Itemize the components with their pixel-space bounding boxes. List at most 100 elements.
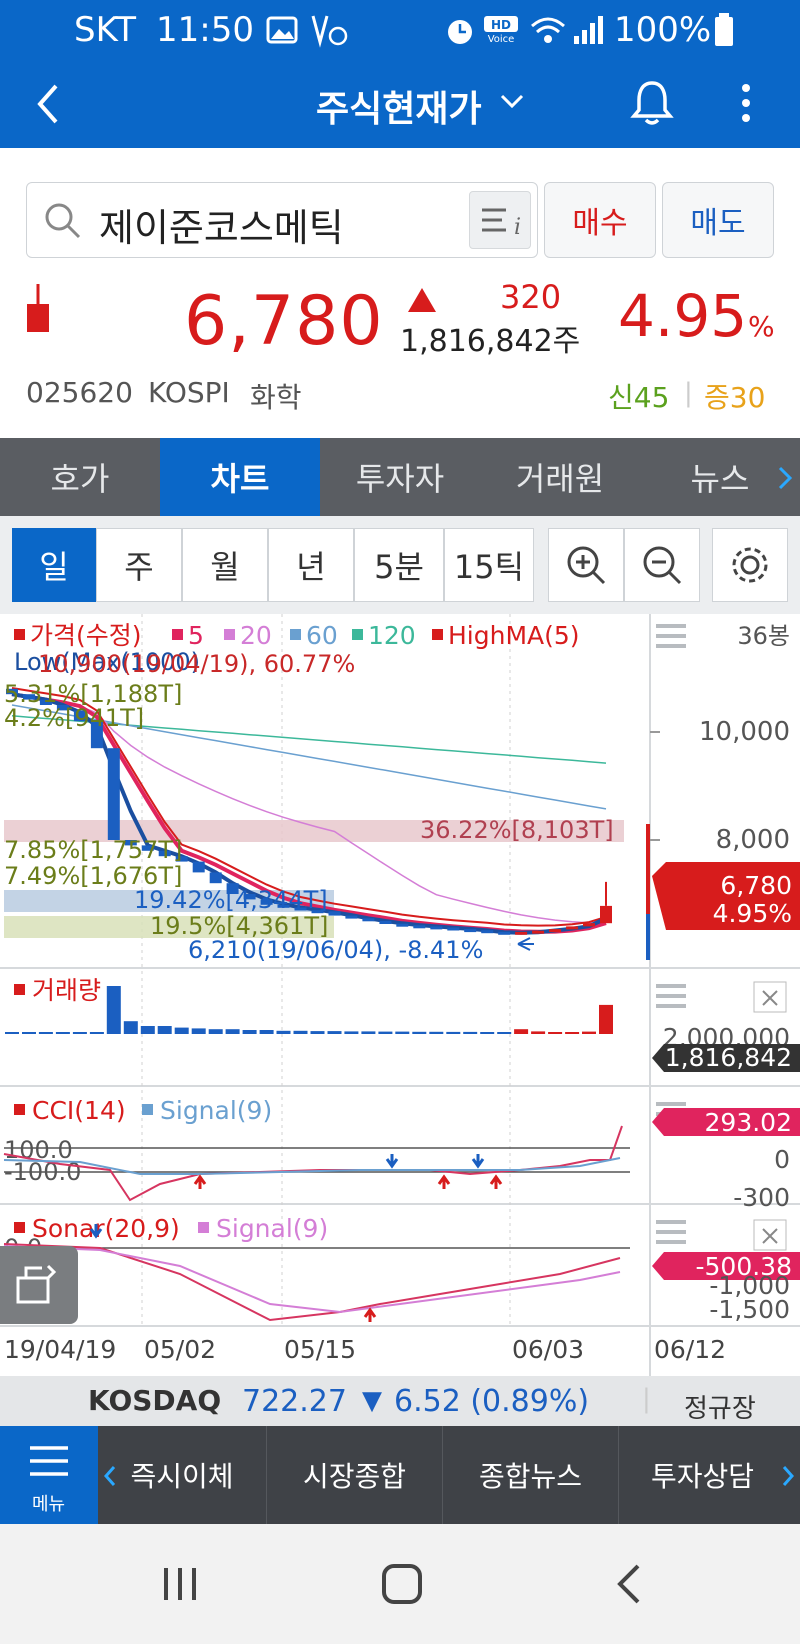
candle — [175, 856, 188, 862]
drag-handle-icon[interactable] — [656, 1220, 686, 1244]
menu-item-news[interactable]: 종합뉴스 — [442, 1426, 618, 1524]
period-5min[interactable]: 5분 — [354, 528, 444, 602]
chevron-left-icon[interactable] — [102, 1464, 118, 1488]
candle — [39, 699, 52, 705]
candle — [243, 894, 256, 900]
x-date-2: 05/02 — [144, 1335, 216, 1364]
price-tag — [652, 862, 800, 930]
volume-bar — [310, 1031, 325, 1034]
more-vertical-icon[interactable] — [738, 82, 754, 126]
candle — [498, 931, 511, 935]
clock: 11:50 — [156, 10, 254, 50]
drag-handle-icon[interactable] — [656, 984, 686, 1008]
chevron-down-icon[interactable] — [498, 90, 526, 114]
legend-highma-swatch — [432, 629, 443, 640]
ma60-line — [11, 704, 607, 810]
volume-bar — [344, 1031, 359, 1034]
chart-settings-button[interactable] — [712, 528, 788, 602]
status-bar: SKT 11:50 HD Voice 100% — [0, 0, 800, 60]
buy-button[interactable]: 매수 — [544, 182, 656, 258]
buy-signal-arrow — [489, 1174, 503, 1189]
legend-highma: HighMA(5) — [448, 621, 580, 650]
zoom-in-button[interactable] — [548, 528, 624, 602]
cci-tick-minus300: -300 — [733, 1183, 790, 1212]
ma20-line — [11, 693, 607, 924]
nav-back-icon[interactable] — [614, 1562, 644, 1606]
tabs-scroll-right-icon[interactable] — [776, 464, 794, 492]
volume-bar — [361, 1031, 376, 1034]
stock-search-row: 제이준코스메틱 i 매수 매도 — [0, 148, 800, 268]
tab-chart[interactable]: 차트 — [160, 438, 320, 516]
period-year[interactable]: 년 — [268, 528, 354, 602]
sell-signal-arrow — [89, 1224, 103, 1239]
cci-tag — [652, 1108, 800, 1136]
candle — [464, 929, 477, 933]
vp-label-6: 19.42%[4,344T] — [134, 886, 328, 914]
change-rate: 4.95 — [618, 282, 748, 350]
volume-bar — [548, 1032, 563, 1034]
menu-item-consult[interactable]: 투자상담 — [618, 1426, 786, 1524]
candle — [549, 929, 562, 933]
buy-signal-arrow — [437, 1174, 451, 1189]
highma-line — [11, 687, 607, 927]
screen-title[interactable]: 주식현재가 — [316, 89, 482, 130]
bell-icon[interactable] — [630, 78, 674, 128]
volume-bar — [259, 1030, 274, 1034]
tab-broker[interactable]: 거래원 — [515, 460, 605, 498]
menu-item-market[interactable]: 시장종합 — [266, 1426, 442, 1524]
back-arrow-icon[interactable] — [28, 82, 68, 126]
rotate-icon — [16, 1264, 57, 1304]
volume-tag-value: 1,816,842 — [665, 1043, 792, 1072]
sonar-tick-minus1000: -1,000 — [709, 1271, 790, 1300]
sell-button[interactable]: 매도 — [662, 182, 774, 258]
recent-apps-icon[interactable] — [160, 1564, 200, 1604]
chart-canvas[interactable]: 가격(수정) 5 20 60 120 HighMA(5) Low(Max(100… — [0, 614, 800, 1376]
search-icon — [45, 203, 81, 239]
candle — [447, 927, 460, 931]
period-15tick[interactable]: 15틱 — [444, 528, 534, 602]
volume-bar — [225, 1029, 240, 1034]
volte-icon — [311, 15, 348, 48]
stock-info-list-button[interactable]: i — [469, 191, 531, 249]
volume-bar — [123, 1021, 138, 1034]
svg-text:Voice: Voice — [488, 34, 515, 44]
vp-label-5: 7.49%[1,676T] — [4, 862, 182, 890]
tab-news[interactable]: 뉴스 — [690, 460, 750, 498]
chart-area[interactable]: 가격(수정) 5 20 60 120 HighMA(5) Low(Max(100… — [0, 614, 800, 1376]
battery-icon — [715, 13, 733, 46]
stock-code: 025620 — [26, 376, 133, 409]
candle — [532, 930, 545, 934]
period-day[interactable]: 일 — [12, 528, 96, 602]
candle — [277, 904, 290, 908]
hd-voice-icon: HD Voice — [484, 16, 518, 44]
tab-orderbook[interactable]: 호가 — [50, 460, 110, 498]
rotate-screen-button[interactable] — [0, 1246, 78, 1324]
price-change: 320 — [500, 278, 562, 316]
period-week[interactable]: 주 — [96, 528, 182, 602]
candle — [396, 923, 409, 927]
index-ticker[interactable]: KOSDAQ 722.27 ▼ 6.52 (0.89%) | 정규장 — [0, 1376, 800, 1426]
candle — [294, 907, 307, 911]
cci-label: CCI(14) — [32, 1096, 126, 1125]
home-icon[interactable] — [380, 1562, 424, 1606]
zoom-in-icon — [567, 546, 606, 585]
chevron-right-icon[interactable] — [780, 1464, 796, 1488]
candle — [226, 883, 239, 894]
sonar-signal-label: Signal(9) — [216, 1214, 328, 1243]
candle — [430, 926, 443, 930]
menu-button[interactable]: 메뉴 — [0, 1426, 98, 1524]
candle — [481, 930, 494, 934]
period-month[interactable]: 월 — [182, 528, 268, 602]
volume-bar — [395, 1031, 410, 1034]
bottom-menu: 메뉴 즉시이체 시장종합 종합뉴스 투자상담 — [0, 1426, 800, 1524]
tab-investor[interactable]: 투자자 — [355, 460, 445, 498]
zoom-out-button[interactable] — [624, 528, 700, 602]
current-price: 6,780 — [184, 282, 384, 361]
drag-handle-icon[interactable] — [656, 624, 686, 648]
candle — [328, 911, 341, 916]
legend-ma60-swatch — [290, 629, 301, 640]
menu-item-transfer[interactable]: 즉시이체 — [130, 1460, 234, 1493]
vp-label-2: 4.2%[941T] — [4, 704, 144, 732]
stock-search-input[interactable]: 제이준코스메틱 i — [26, 182, 538, 258]
candle — [362, 918, 375, 922]
